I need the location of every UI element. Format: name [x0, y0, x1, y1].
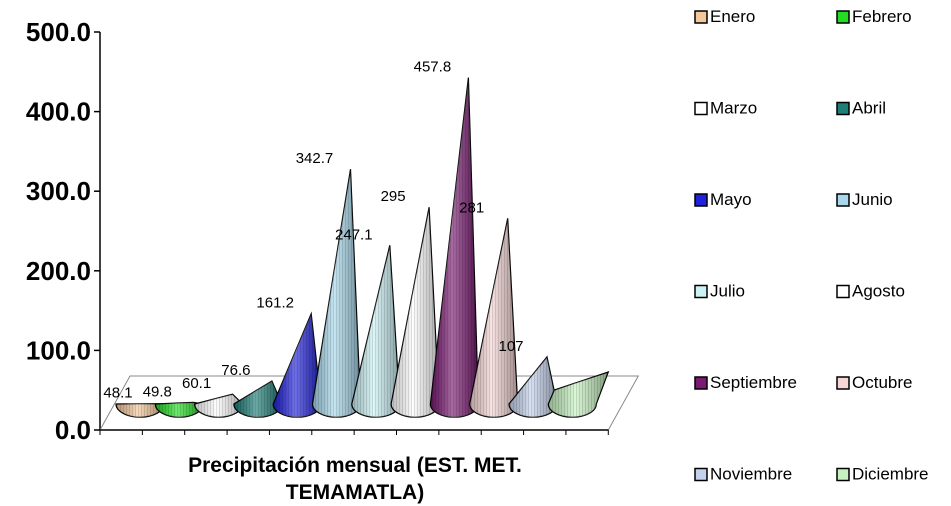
y-tick-label: 300.0	[26, 176, 91, 206]
legend-item-diciembre: Diciembre	[836, 465, 929, 484]
cone-junio	[311, 169, 362, 418]
legend-item-octubre: Octubre	[836, 373, 912, 392]
legend-swatch	[836, 193, 850, 207]
legend-label: Agosto	[852, 282, 905, 301]
legend-swatch	[694, 193, 708, 207]
legend: Enero Febrero Marzo Abril Mayo Junio Julio Agos…	[694, 7, 929, 484]
legend-label: Marzo	[710, 99, 757, 118]
data-label: 48.1	[103, 385, 132, 402]
y-tick-label: 200.0	[26, 256, 91, 286]
cone-texture	[509, 356, 557, 418]
cone-texture	[273, 313, 322, 418]
legend-label: Julio	[710, 282, 745, 301]
legend-item-abril: Abril	[836, 99, 886, 118]
cone-texture	[430, 77, 479, 418]
cone-texture	[312, 169, 361, 418]
cone-septiembre	[429, 77, 480, 418]
legend-item-mayo: Mayo	[694, 190, 752, 209]
cone-octubre	[469, 218, 519, 418]
x-axis-title: Precipitación mensual (EST. MET. TEMAMATL…	[188, 454, 522, 504]
legend-item-junio: Junio	[836, 190, 893, 209]
data-labels: 48.1 49.8 60.1 76.6 161.2 342.7 247.1 295 457.8 2…	[103, 59, 523, 402]
cone-texture	[155, 402, 204, 418]
cone-mayo	[272, 311, 322, 418]
data-label: 457.8	[414, 59, 452, 76]
data-label: 76.6	[221, 362, 250, 379]
legend-label: Septiembre	[710, 373, 797, 392]
cone-texture	[116, 403, 164, 418]
cone-texture	[233, 381, 282, 418]
legend-item-enero: Enero	[694, 7, 755, 26]
legend-swatch	[836, 376, 850, 390]
legend-label: Enero	[710, 7, 755, 26]
legend-item-agosto: Agosto	[836, 282, 905, 301]
data-label: 107	[498, 338, 523, 355]
cone-diciembre	[547, 371, 610, 418]
legend-label: Junio	[852, 190, 893, 209]
cone-texture	[548, 372, 609, 418]
data-label: 247.1	[335, 226, 373, 243]
axes: 0.0 100.0 200.0 300.0 400.0 500.0	[26, 17, 640, 445]
legend-label: Febrero	[852, 7, 912, 26]
legend-swatch	[694, 10, 708, 24]
legend-swatch	[836, 467, 850, 482]
cone-julio	[351, 245, 401, 418]
legend-item-septiembre: Septiembre	[694, 373, 797, 392]
cone-texture	[469, 218, 518, 418]
cone-abril	[233, 380, 283, 418]
legend-label: Noviembre	[710, 465, 792, 484]
y-tick-label: 100.0	[26, 335, 91, 365]
legend-label: Diciembre	[852, 465, 929, 484]
legend-swatch	[694, 376, 708, 390]
cone-texture	[351, 245, 400, 418]
legend-label: Mayo	[710, 190, 752, 209]
cone-enero	[115, 403, 165, 418]
cone-texture	[391, 207, 440, 418]
legend-swatch	[836, 284, 850, 299]
data-label: 60.1	[182, 375, 211, 392]
data-label: 161.2	[256, 295, 294, 312]
x-axis-title-line: TEMAMATLA)	[286, 481, 424, 504]
cone-agosto	[390, 207, 440, 418]
legend-swatch	[694, 467, 708, 482]
cone-series	[115, 77, 610, 418]
data-label: 49.8	[143, 383, 172, 400]
legend-item-julio: Julio	[694, 282, 745, 301]
cone-febrero	[154, 401, 204, 418]
cone-marzo	[193, 393, 244, 418]
y-tick-label: 500.0	[26, 17, 91, 47]
legend-swatch	[694, 101, 708, 116]
data-label: 295	[381, 188, 406, 205]
x-axis-title-line: Precipitación mensual (EST. MET.	[188, 454, 522, 477]
data-label: 342.7	[296, 150, 334, 167]
legend-swatch	[836, 101, 850, 116]
cone-texture	[194, 394, 243, 418]
legend-label: Abril	[852, 99, 886, 118]
legend-label: Octubre	[852, 373, 912, 392]
legend-item-marzo: Marzo	[694, 99, 757, 118]
legend-item-febrero: Febrero	[836, 7, 912, 26]
legend-item-noviembre: Noviembre	[694, 465, 792, 484]
data-label: 281	[459, 199, 484, 216]
y-tick-label: 400.0	[26, 97, 91, 127]
y-tick-label: 0.0	[55, 415, 91, 445]
legend-swatch	[694, 284, 708, 299]
legend-swatch	[836, 10, 850, 24]
